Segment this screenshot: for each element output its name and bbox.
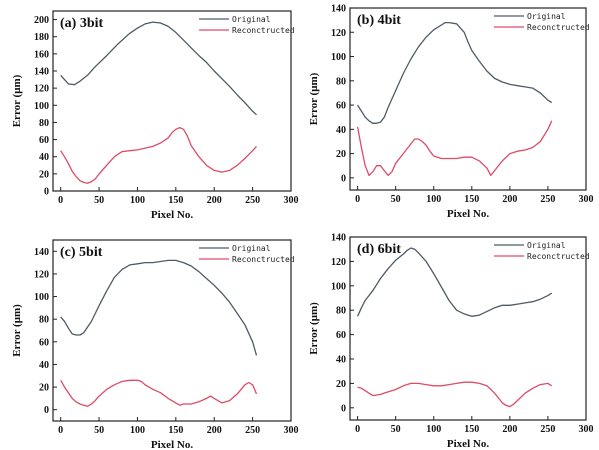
x-tick-label: 150 — [464, 194, 479, 205]
y-tick-label: 60 — [336, 101, 346, 112]
series-line-reconctructed — [60, 126, 257, 184]
x-tick-label: 300 — [579, 194, 594, 205]
series-line-reconctructed — [60, 379, 258, 407]
y-tick-label: 40 — [336, 125, 346, 136]
series-line-original — [357, 21, 553, 124]
y-tick-label: 80 — [39, 118, 49, 129]
y-tick-label: 200 — [34, 15, 49, 26]
chart-panel-1: 0 50 100 150 200 250 300 0 20 40 60 80 100 120 140 160 1… — [11, 10, 299, 221]
x-tick-label: 150 — [168, 425, 183, 436]
x-tick-label: 300 — [284, 425, 299, 436]
legend-label-reconctructed: Reconctructed — [527, 252, 590, 261]
y-axis-label: Error (μm) — [308, 72, 320, 125]
x-tick-label: 50 — [391, 194, 401, 205]
legend-label-reconctructed: Reconctructed — [232, 26, 295, 35]
x-axis-label: Pixel No. — [447, 208, 489, 220]
y-tick-label: 20 — [39, 383, 49, 394]
y-tick-label: 20 — [39, 169, 49, 180]
legend-label-original: Original — [527, 12, 566, 21]
y-tick-label: 100 — [34, 292, 49, 303]
x-tick-label: 0 — [58, 425, 63, 436]
y-tick-label: 40 — [39, 360, 49, 371]
y-tick-label: 120 — [34, 269, 49, 280]
x-tick-label: 250 — [540, 424, 555, 435]
x-tick-label: 100 — [130, 425, 145, 436]
x-tick-label: 300 — [579, 424, 594, 435]
x-tick-label: 100 — [426, 424, 441, 435]
x-tick-label: 250 — [540, 194, 555, 205]
x-tick-label: 0 — [355, 194, 360, 205]
panel-title: (c) 5bit — [60, 245, 103, 260]
y-tick-label: 0 — [341, 173, 346, 184]
y-tick-label: 60 — [336, 330, 346, 341]
panel-title: (d) 6bit — [357, 242, 401, 257]
plot-frame — [52, 10, 292, 192]
x-tick-label: 0 — [58, 195, 63, 206]
y-tick-label: 140 — [331, 233, 346, 244]
y-tick-label: 120 — [331, 257, 346, 268]
x-tick-label: 300 — [284, 195, 299, 206]
y-tick-label: 80 — [336, 306, 346, 317]
y-tick-label: 120 — [34, 84, 49, 95]
y-tick-label: 100 — [331, 52, 346, 63]
x-tick-label: 50 — [94, 425, 104, 436]
y-axis-label: Error (μm) — [11, 304, 23, 357]
x-tick-label: 200 — [502, 194, 517, 205]
plot-frame — [349, 7, 587, 191]
y-tick-label: 160 — [34, 49, 49, 60]
legend-label-reconctructed: Reconctructed — [527, 23, 590, 32]
x-tick-label: 200 — [207, 425, 222, 436]
legend-label-original: Original — [232, 244, 271, 253]
x-axis-label: Pixel No. — [151, 209, 193, 221]
legend-label-original: Original — [232, 15, 271, 24]
y-tick-label: 140 — [34, 67, 49, 78]
y-tick-label: 80 — [39, 315, 49, 326]
y-tick-label: 40 — [336, 355, 346, 366]
x-tick-label: 250 — [245, 195, 260, 206]
x-axis-label: Pixel No. — [151, 439, 193, 450]
y-tick-label: 60 — [39, 135, 49, 146]
chart-panel-2: 0 50 100 150 200 250 300 0 20 40 60 80 100 120 140 Pixe… — [308, 4, 594, 221]
series-line-original — [60, 259, 258, 356]
x-tick-label: 50 — [391, 424, 401, 435]
panel-title: (a) 3bit — [60, 16, 104, 31]
y-axis-label: Error (μm) — [308, 302, 320, 355]
y-tick-label: 60 — [39, 337, 49, 348]
x-tick-label: 100 — [426, 194, 441, 205]
plot-frame — [52, 239, 292, 422]
x-tick-label: 150 — [168, 195, 183, 206]
x-axis-label: Pixel No. — [447, 438, 489, 450]
chart-panel-4: 0 50 100 150 200 250 300 0 20 40 60 80 100 120 140 Pixe… — [308, 233, 594, 450]
y-tick-label: 100 — [34, 101, 49, 112]
x-tick-label: 200 — [207, 195, 222, 206]
x-tick-label: 150 — [464, 424, 479, 435]
panel-title: (b) 4bit — [357, 13, 401, 28]
y-tick-label: 100 — [331, 281, 346, 292]
y-tick-label: 120 — [331, 28, 346, 39]
y-tick-label: 0 — [341, 403, 346, 414]
x-tick-label: 0 — [355, 424, 360, 435]
legend-label-reconctructed: Reconctructed — [232, 255, 295, 264]
y-tick-label: 40 — [39, 152, 49, 163]
y-tick-label: 20 — [336, 149, 346, 160]
y-tick-label: 140 — [331, 4, 346, 15]
x-tick-label: 50 — [94, 195, 104, 206]
y-tick-label: 140 — [34, 247, 49, 258]
y-tick-label: 0 — [44, 405, 49, 416]
y-tick-label: 80 — [336, 76, 346, 87]
y-axis-label: Error (μm) — [11, 74, 23, 127]
x-tick-label: 100 — [130, 195, 145, 206]
series-line-reconctructed — [356, 120, 553, 177]
series-line-reconctructed — [357, 381, 553, 408]
legend-label-original: Original — [527, 241, 566, 250]
y-tick-label: 20 — [336, 379, 346, 390]
series-line-original — [60, 21, 257, 116]
x-tick-label: 200 — [502, 424, 517, 435]
chart-panel-3: 0 50 100 150 200 250 300 0 20 40 60 80 100 120 140 Pixe… — [11, 239, 299, 450]
y-tick-label: 180 — [34, 32, 49, 43]
x-tick-label: 250 — [245, 425, 260, 436]
series-line-original — [357, 247, 553, 317]
y-tick-label: 0 — [44, 187, 49, 198]
